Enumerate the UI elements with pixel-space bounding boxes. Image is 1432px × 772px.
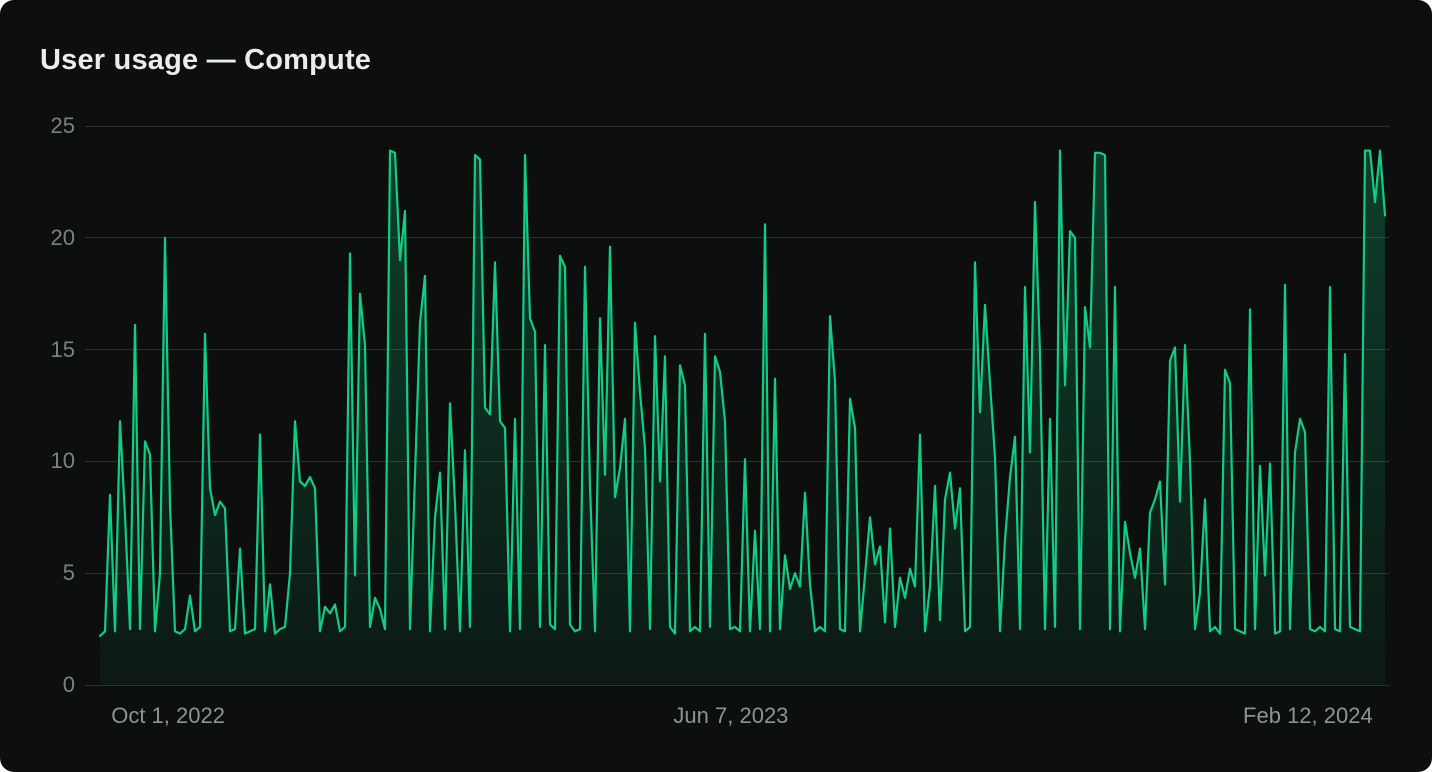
y-tick-label-5: 5 [62, 560, 75, 586]
usage-area [100, 150, 1385, 686]
x-tick-label-middle: Jun 7, 2023 [673, 703, 789, 728]
usage-line [98, 149, 1387, 637]
gridline-15 [85, 349, 1390, 351]
y-tick-label-25: 25 [50, 113, 75, 138]
x-tick-label-end: Feb 12, 2024 [1243, 703, 1373, 728]
gridline-5 [85, 572, 1390, 574]
y-tick-label-0: 0 [62, 672, 75, 697]
y-tick-label-15: 15 [50, 336, 75, 362]
chart-title: User usage — Compute [40, 44, 372, 76]
gridline-10 [85, 460, 1390, 462]
gridline-25 [85, 125, 1390, 127]
y-tick-label-10: 10 [50, 448, 75, 474]
y-tick-label-20: 20 [50, 224, 75, 250]
gridline-20 [85, 237, 1390, 239]
x-tick-label-start: Oct 1, 2022 [111, 703, 225, 728]
